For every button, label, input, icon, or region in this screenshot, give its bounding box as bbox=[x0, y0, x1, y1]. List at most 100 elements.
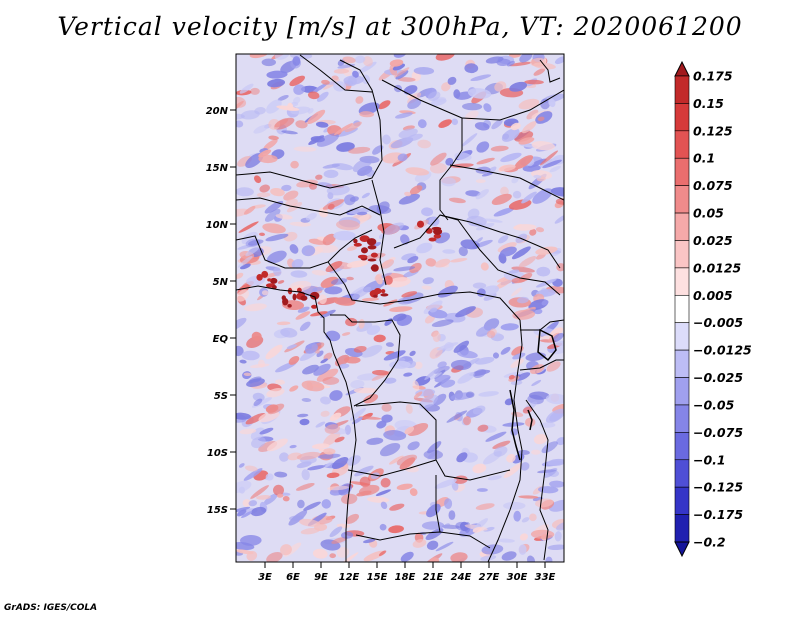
field-cell bbox=[533, 68, 546, 76]
field-cell bbox=[361, 192, 370, 199]
field-cell bbox=[421, 207, 434, 217]
field-cell bbox=[506, 60, 515, 67]
field-cell bbox=[279, 452, 289, 462]
field-cell bbox=[441, 82, 451, 92]
field-cell bbox=[412, 380, 420, 392]
field-cell bbox=[423, 300, 443, 314]
colorbar-label: 0.05 bbox=[693, 206, 724, 221]
field-cell bbox=[493, 207, 515, 217]
field-cell bbox=[543, 467, 558, 478]
field-cell bbox=[352, 70, 359, 78]
lat-label: 10N bbox=[206, 220, 229, 231]
field-cell bbox=[530, 364, 545, 374]
field-cell bbox=[542, 159, 562, 169]
field-cell bbox=[497, 242, 517, 253]
colorbar-segment bbox=[674, 486, 690, 515]
field-cell bbox=[549, 165, 561, 173]
field-cell bbox=[424, 368, 439, 380]
field-cell bbox=[342, 56, 356, 64]
field-cell bbox=[258, 411, 280, 423]
field-cell bbox=[286, 344, 297, 350]
field-cell bbox=[383, 222, 404, 235]
field-cell bbox=[407, 441, 420, 451]
field-cell bbox=[250, 506, 267, 517]
field-cell bbox=[378, 100, 391, 110]
field-cell bbox=[289, 221, 312, 227]
field-cell bbox=[434, 258, 451, 268]
field-cell bbox=[437, 285, 458, 298]
colorbar-label: −0.005 bbox=[693, 315, 743, 330]
field-cell bbox=[334, 123, 353, 136]
field-cell bbox=[550, 187, 564, 197]
field-cell bbox=[492, 352, 500, 359]
colorbar-label: −0.1 bbox=[693, 452, 726, 467]
field-cell bbox=[251, 436, 266, 449]
field-cell bbox=[276, 105, 300, 111]
field-cell bbox=[409, 488, 418, 497]
field-cell bbox=[434, 478, 457, 489]
field-cell bbox=[403, 372, 413, 377]
field-cell bbox=[267, 403, 285, 415]
field-cell bbox=[270, 187, 285, 197]
field-cell bbox=[265, 344, 283, 360]
field-cell bbox=[367, 258, 377, 262]
colorbar-max-arrow bbox=[674, 60, 690, 77]
field-cell bbox=[370, 252, 378, 258]
field-cell bbox=[285, 198, 298, 207]
field-cell bbox=[322, 376, 340, 385]
field-cell bbox=[263, 139, 278, 151]
field-cell bbox=[432, 331, 441, 343]
field-cell bbox=[389, 306, 413, 312]
colorbar-segment bbox=[674, 103, 690, 132]
field-cell bbox=[419, 394, 438, 409]
field-cell bbox=[517, 449, 530, 455]
field-cell bbox=[334, 436, 345, 443]
field-cell bbox=[327, 485, 349, 491]
field-cell bbox=[465, 190, 481, 197]
field-cell bbox=[311, 269, 328, 276]
field-cell bbox=[331, 75, 339, 81]
field-cell bbox=[483, 218, 503, 223]
field-cell bbox=[352, 286, 371, 300]
colorbar-segment bbox=[674, 349, 690, 378]
field-cell bbox=[394, 67, 410, 78]
field-cell bbox=[321, 79, 330, 85]
field-cell bbox=[549, 480, 564, 488]
field-cell bbox=[266, 99, 282, 114]
field-cell bbox=[353, 242, 362, 247]
field-cell bbox=[353, 238, 358, 244]
field-cell bbox=[393, 54, 407, 58]
colorbar-label: −0.05 bbox=[693, 397, 735, 412]
field-cell bbox=[333, 297, 356, 306]
field-cell bbox=[407, 98, 422, 110]
field-cell bbox=[444, 498, 453, 509]
field-cell bbox=[309, 182, 317, 190]
field-cell bbox=[388, 455, 404, 465]
field-cell bbox=[236, 345, 244, 357]
field-cell bbox=[318, 294, 327, 305]
field-cell bbox=[287, 304, 292, 308]
field-cell bbox=[509, 81, 528, 92]
field-cell bbox=[261, 290, 269, 296]
field-cell bbox=[266, 551, 283, 562]
field-cell bbox=[512, 190, 522, 199]
field-cell bbox=[349, 196, 359, 202]
field-cell bbox=[476, 141, 490, 153]
field-cell bbox=[241, 350, 260, 361]
field-cell bbox=[288, 355, 300, 365]
field-cell bbox=[511, 345, 524, 356]
field-cell bbox=[333, 68, 349, 74]
field-cell bbox=[470, 74, 491, 82]
field-cell bbox=[261, 270, 269, 278]
field-cell bbox=[519, 54, 533, 63]
field-cell bbox=[327, 203, 335, 210]
lat-label: 15S bbox=[207, 505, 228, 516]
field-cell bbox=[548, 98, 556, 108]
field-cell bbox=[477, 424, 489, 432]
field-cell bbox=[353, 345, 367, 353]
field-cell bbox=[400, 551, 414, 562]
field-cell bbox=[290, 160, 299, 169]
field-cell bbox=[500, 346, 511, 355]
field-cell bbox=[362, 56, 373, 67]
colorbar-label: −0.025 bbox=[693, 370, 743, 385]
